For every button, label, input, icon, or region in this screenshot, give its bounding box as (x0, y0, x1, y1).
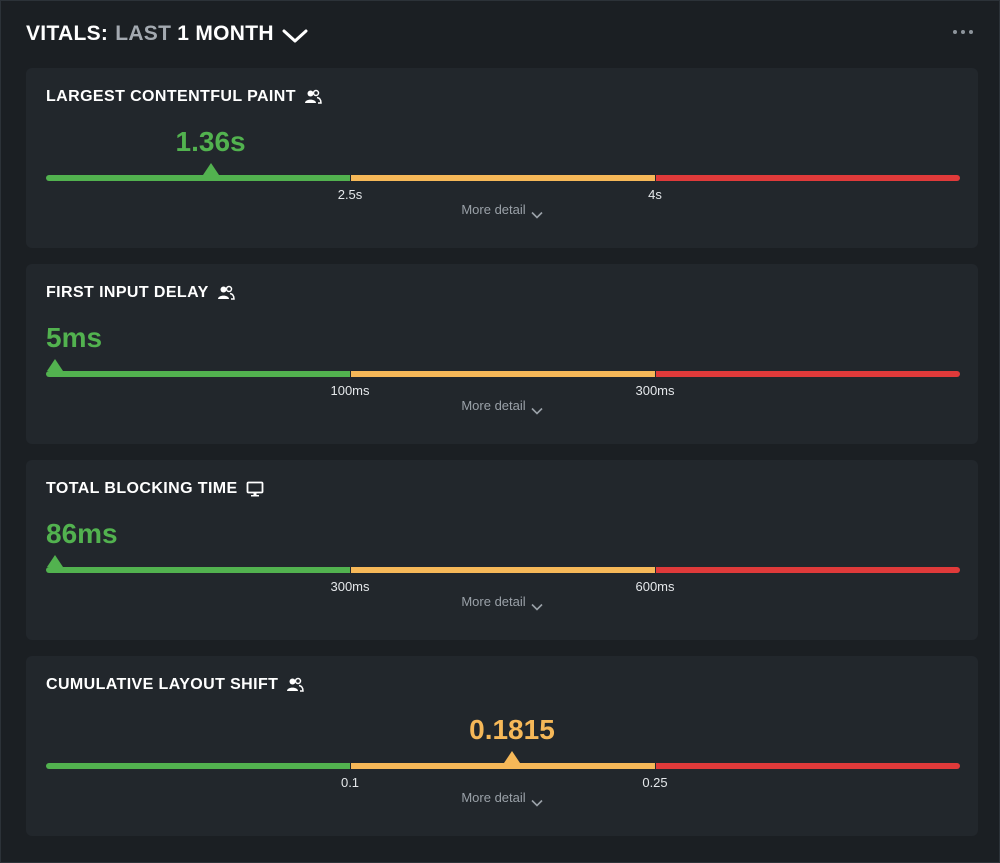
metric-scale: 0.1 0.25 (46, 751, 960, 790)
metric-title: FIRST INPUT DELAY (46, 283, 235, 303)
scale-needs-improvement-segment (351, 567, 655, 573)
scale-needs-improvement-segment (351, 175, 655, 181)
metric-card-tbt: TOTAL BLOCKING TIME 86ms 300ms 600ms Mor… (26, 460, 978, 640)
chevron-down-icon (531, 599, 543, 611)
more-detail-label: More detail (461, 790, 526, 805)
scale-good-segment (46, 567, 350, 573)
threshold-label-poor: 300ms (635, 383, 675, 398)
chevron-down-icon (531, 207, 543, 219)
panel-header: VITALS: LAST 1 MONTH (26, 19, 308, 49)
more-detail-button[interactable]: More detail (26, 594, 978, 611)
threshold-label-poor: 0.25 (642, 775, 668, 790)
users-icon (304, 89, 322, 105)
value-marker (47, 555, 64, 567)
users-icon (217, 285, 235, 301)
monitor-icon (246, 481, 264, 497)
threshold-label-good: 0.1 (340, 775, 360, 790)
chevron-down-icon (531, 403, 543, 415)
more-detail-label: More detail (461, 202, 526, 217)
metric-title-text: TOTAL BLOCKING TIME (46, 480, 238, 497)
header-title-period[interactable]: 1 MONTH (177, 22, 274, 45)
threshold-label-good: 2.5s (337, 187, 363, 202)
metric-value: 86ms (46, 518, 118, 549)
scale-poor-segment (656, 175, 960, 181)
scale-poor-segment (656, 763, 960, 769)
value-marker (504, 751, 521, 763)
threshold-label-good: 300ms (330, 579, 370, 594)
metric-scale: 2.5s 4s (46, 163, 960, 202)
metric-title: LARGEST CONTENTFUL PAINT (46, 87, 322, 107)
metric-value: 5ms (46, 322, 103, 353)
metric-card-lcp: LARGEST CONTENTFUL PAINT 1.36s 2.5s 4s M… (26, 68, 978, 248)
more-options-icon[interactable] (953, 25, 973, 39)
header-title-prefix: VITALS: (26, 22, 109, 45)
metric-title-text: CUMULATIVE LAYOUT SHIFT (46, 676, 279, 693)
more-detail-label: More detail (461, 398, 526, 413)
more-detail-button[interactable]: More detail (26, 202, 978, 219)
scale-needs-improvement-segment (351, 763, 655, 769)
scale-needs-improvement-segment (351, 371, 655, 377)
metric-card-fid: FIRST INPUT DELAY 5ms 100ms 300ms More d… (26, 264, 978, 444)
value-marker (47, 359, 64, 371)
scale-good-segment (46, 175, 350, 181)
metric-scale: 300ms 600ms (46, 555, 960, 594)
chevron-down-icon[interactable] (282, 26, 308, 43)
value-marker (202, 163, 219, 175)
header-title-range[interactable]: LAST (115, 22, 172, 45)
metric-value: 0.1815 (469, 714, 555, 745)
metric-scale: 100ms 300ms (46, 359, 960, 398)
more-detail-label: More detail (461, 594, 526, 609)
metric-card-cls: CUMULATIVE LAYOUT SHIFT 0.1815 0.1 0.25 … (26, 656, 978, 836)
scale-good-segment (46, 371, 350, 377)
threshold-label-good: 100ms (330, 383, 370, 398)
metric-title-text: FIRST INPUT DELAY (46, 284, 209, 301)
metric-value: 1.36s (175, 126, 246, 157)
threshold-label-poor: 4s (648, 187, 662, 202)
scale-poor-segment (656, 567, 960, 573)
metric-title-text: LARGEST CONTENTFUL PAINT (46, 88, 296, 105)
metric-title: CUMULATIVE LAYOUT SHIFT (46, 675, 305, 695)
more-detail-button[interactable]: More detail (26, 790, 978, 807)
threshold-label-poor: 600ms (635, 579, 675, 594)
scale-good-segment (46, 763, 350, 769)
chevron-down-icon (531, 795, 543, 807)
users-icon (286, 677, 305, 693)
metric-title: TOTAL BLOCKING TIME (46, 479, 264, 499)
scale-poor-segment (656, 371, 960, 377)
more-detail-button[interactable]: More detail (26, 398, 978, 415)
